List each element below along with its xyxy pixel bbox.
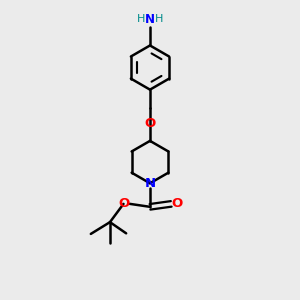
Text: N: N xyxy=(145,13,155,26)
Text: O: O xyxy=(144,117,156,130)
Text: O: O xyxy=(172,197,183,210)
Text: H: H xyxy=(136,14,145,24)
Text: N: N xyxy=(144,177,156,190)
Text: H: H xyxy=(155,14,164,24)
Text: O: O xyxy=(118,197,129,210)
